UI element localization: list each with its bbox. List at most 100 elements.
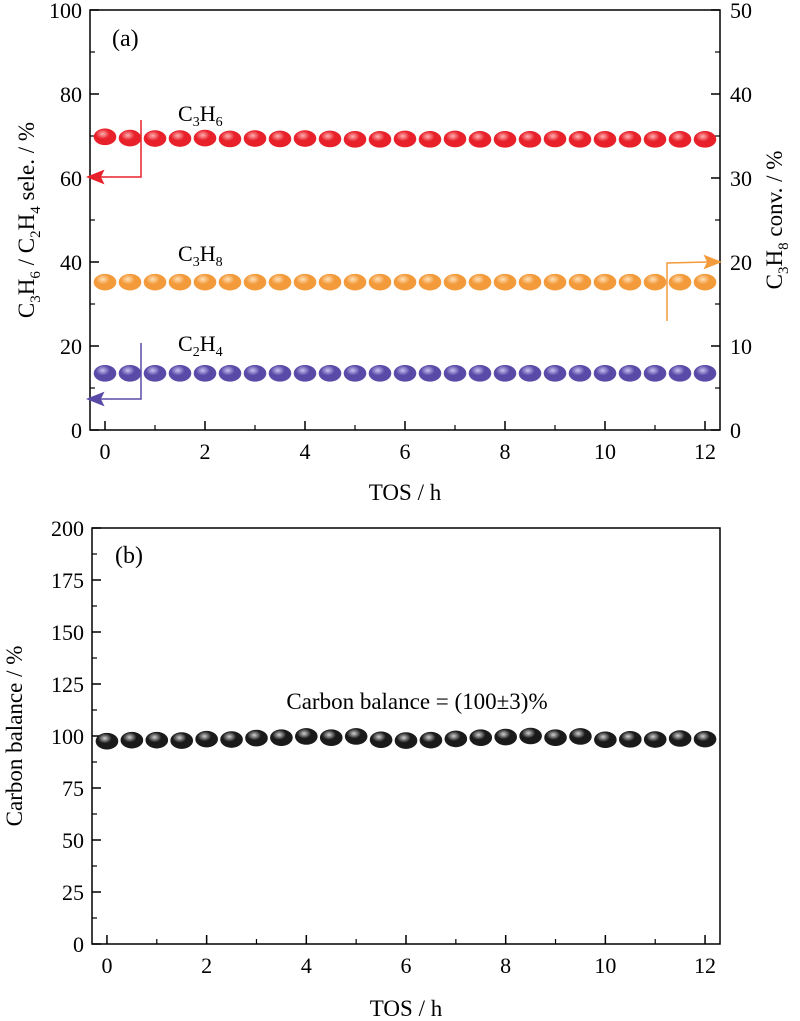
data-point [293,364,317,382]
data-point [643,364,667,382]
panel-a-label: (a) [112,26,139,52]
data-point [369,731,393,749]
data-point [145,731,169,749]
data-point [93,128,117,146]
data-point [193,129,217,147]
x-tick-label: 2 [200,439,211,464]
data-point [668,364,692,382]
data-point [693,131,717,148]
data-point [418,131,442,148]
panel-a-tick-labels: 0 2 4 6 8 10 12 0 20 40 60 80 100 0 10 20 30 40 50 [49,0,752,464]
arrow-c3h6-left [85,120,142,185]
panel-b: 0 2 4 6 8 10 12 0 25 50 75 100 125 150 175 200 (b) Carb… [2,516,721,1021]
data-point [618,731,642,748]
data-point [518,131,542,148]
data-point [143,364,167,382]
data-point [93,273,117,291]
panel-a-points [93,128,717,382]
data-point [218,130,242,148]
y-tick-label: 100 [51,724,84,749]
data-point [343,131,367,148]
data-point [668,131,692,148]
y-right-tick-label: 10 [730,334,752,359]
y-right-tick-label: 40 [730,82,752,107]
data-point [168,364,192,382]
data-point [168,273,192,291]
data-point [193,273,217,291]
data-point [343,273,367,291]
data-point [469,729,493,746]
x-tick-label: 12 [694,439,716,464]
data-point [393,364,417,382]
data-point [543,130,567,148]
panel-b-ylabel: Carbon balance / % [2,646,27,827]
y-tick-label: 200 [51,516,84,541]
data-point [170,732,194,749]
data-point [643,273,667,291]
data-point [393,130,417,148]
y-tick-label: 75 [62,776,84,801]
y-tick-label: 60 [60,166,82,191]
panel-a-ylabel-left: C3H6 / C2H4 sele. / % [14,122,44,318]
data-point [218,273,242,291]
data-point [343,364,367,382]
data-point [318,364,342,382]
data-point [270,729,293,746]
data-point [318,273,342,291]
data-point [443,130,467,148]
series-label-c2h4: C2H4 [178,331,223,360]
y-right-tick-label: 0 [730,418,741,443]
data-point [693,730,717,748]
data-point [344,728,368,745]
y-tick-label: 175 [51,568,84,593]
data-point [544,729,567,746]
x-tick-label: 0 [101,953,112,978]
x-tick-label: 8 [500,953,511,978]
arrow-c3h8-right [666,254,723,321]
x-tick-label: 6 [400,439,411,464]
x-tick-label: 6 [401,953,412,978]
data-point [444,730,468,748]
data-point [569,728,592,745]
data-point [418,273,442,291]
data-point [193,364,217,382]
data-point [468,364,492,382]
data-point [243,364,267,382]
data-point [693,273,717,291]
data-point [643,131,667,148]
data-point [543,364,567,382]
y-tick-label: 25 [62,880,84,905]
data-point [568,131,592,148]
data-point [243,273,267,291]
data-point [118,364,142,382]
series-label-c3h8: C3H8 [178,241,223,270]
y-tick-label: 50 [62,828,84,853]
panel-b-tick-labels: 0 2 4 6 8 10 12 0 25 50 75 100 125 150 175 200 [51,516,716,978]
data-point [618,273,642,291]
data-point [295,728,318,745]
data-point [693,364,717,382]
data-point [220,731,243,748]
series-label-c3h6: C3H6 [178,101,223,130]
data-point [268,273,292,291]
y-tick-label: 100 [49,0,82,23]
panel-a: 0 2 4 6 8 10 12 0 20 40 60 80 100 0 10 20 30 40 50 (a) TOS… [14,0,792,505]
data-point [543,273,567,291]
data-point [493,364,517,382]
data-point [93,364,117,382]
y-tick-label: 40 [60,250,82,275]
data-point [218,364,242,382]
data-point [293,273,317,291]
data-point [245,729,268,747]
data-point [418,364,442,382]
panel-a-ylabel-right: C3H8 conv. / % [762,151,792,290]
x-tick-label: 4 [300,439,311,464]
data-point [368,273,392,291]
data-point [568,364,592,382]
arrow-c2h4-left [85,343,142,407]
data-point [143,273,167,291]
data-point [268,130,292,148]
data-point [419,731,443,749]
data-point [468,273,492,291]
